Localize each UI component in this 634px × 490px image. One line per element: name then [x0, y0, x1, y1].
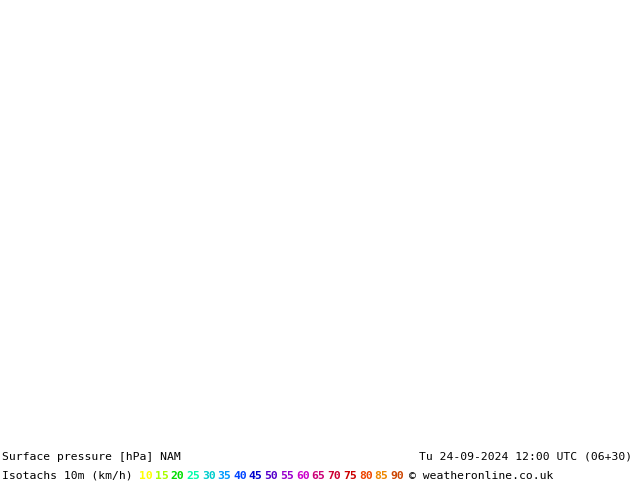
Text: 10: 10	[139, 471, 153, 481]
Text: 80: 80	[359, 471, 373, 481]
Text: 25: 25	[186, 471, 200, 481]
Text: 15: 15	[155, 471, 169, 481]
Text: 75: 75	[343, 471, 357, 481]
Text: 35: 35	[217, 471, 231, 481]
Text: 50: 50	[264, 471, 278, 481]
Text: 40: 40	[233, 471, 247, 481]
Text: 60: 60	[296, 471, 310, 481]
Text: 65: 65	[312, 471, 325, 481]
Text: 45: 45	[249, 471, 262, 481]
Text: © weatheronline.co.uk: © weatheronline.co.uk	[409, 471, 553, 481]
Text: Tu 24-09-2024 12:00 UTC (06+30): Tu 24-09-2024 12:00 UTC (06+30)	[419, 452, 632, 462]
Text: 70: 70	[327, 471, 341, 481]
Text: Isotachs 10m (km/h): Isotachs 10m (km/h)	[2, 471, 139, 481]
Text: 90: 90	[390, 471, 404, 481]
Text: 20: 20	[171, 471, 184, 481]
Text: 55: 55	[280, 471, 294, 481]
Text: Surface pressure [hPa] NAM: Surface pressure [hPa] NAM	[2, 452, 181, 462]
Text: 30: 30	[202, 471, 216, 481]
Text: 85: 85	[375, 471, 388, 481]
